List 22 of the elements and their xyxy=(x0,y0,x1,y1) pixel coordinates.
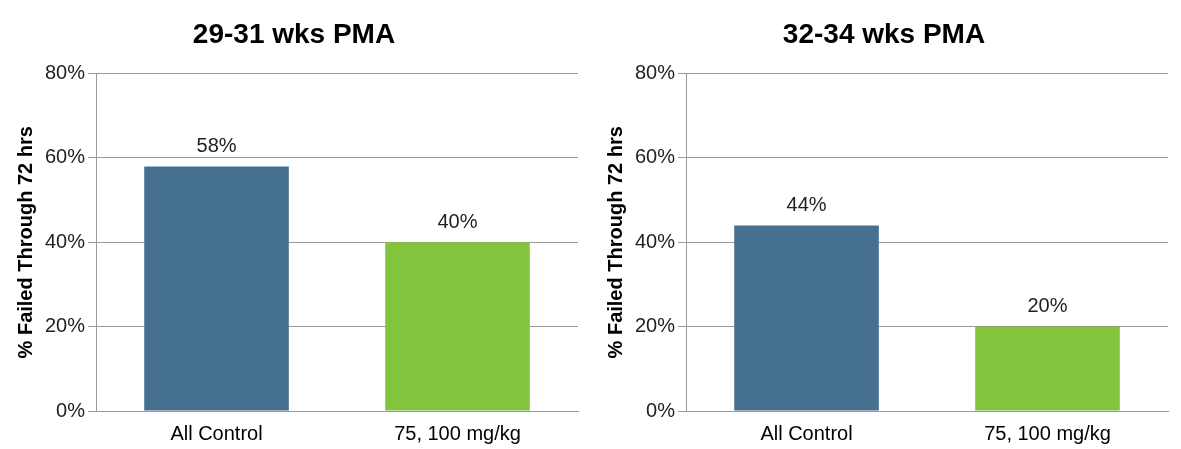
x-tick-label: All Control xyxy=(170,421,263,444)
x-tick-label: 75, 100 mg/kg xyxy=(394,421,521,444)
y-tick-label: 40% xyxy=(45,229,86,252)
y-tick-label: 0% xyxy=(646,398,676,421)
y-tick-label: 20% xyxy=(635,314,676,337)
y-tick-label: 80% xyxy=(45,61,86,84)
data-label: 20% xyxy=(1027,294,1068,317)
x-tick-label: All Control xyxy=(760,421,853,444)
y-tick-label: 20% xyxy=(45,314,86,337)
y-tick-label: 60% xyxy=(635,145,676,168)
data-label: 58% xyxy=(196,133,237,156)
y-tick-label: 80% xyxy=(635,61,676,84)
data-label: 44% xyxy=(786,192,827,215)
data-label: 40% xyxy=(437,209,478,232)
chart-title: 32-34 wks PMA xyxy=(782,17,986,49)
y-tick-label: 60% xyxy=(45,145,86,168)
x-tick-label: 75, 100 mg/kg xyxy=(984,421,1111,444)
y-axis-title: % Failed Through 72 hrs xyxy=(603,126,626,359)
chart-title: 29-31 wks PMA xyxy=(192,17,396,49)
y-tick-label: 40% xyxy=(635,229,676,252)
y-tick-label: 0% xyxy=(56,398,86,421)
y-axis-title: % Failed Through 72 hrs xyxy=(13,126,36,359)
